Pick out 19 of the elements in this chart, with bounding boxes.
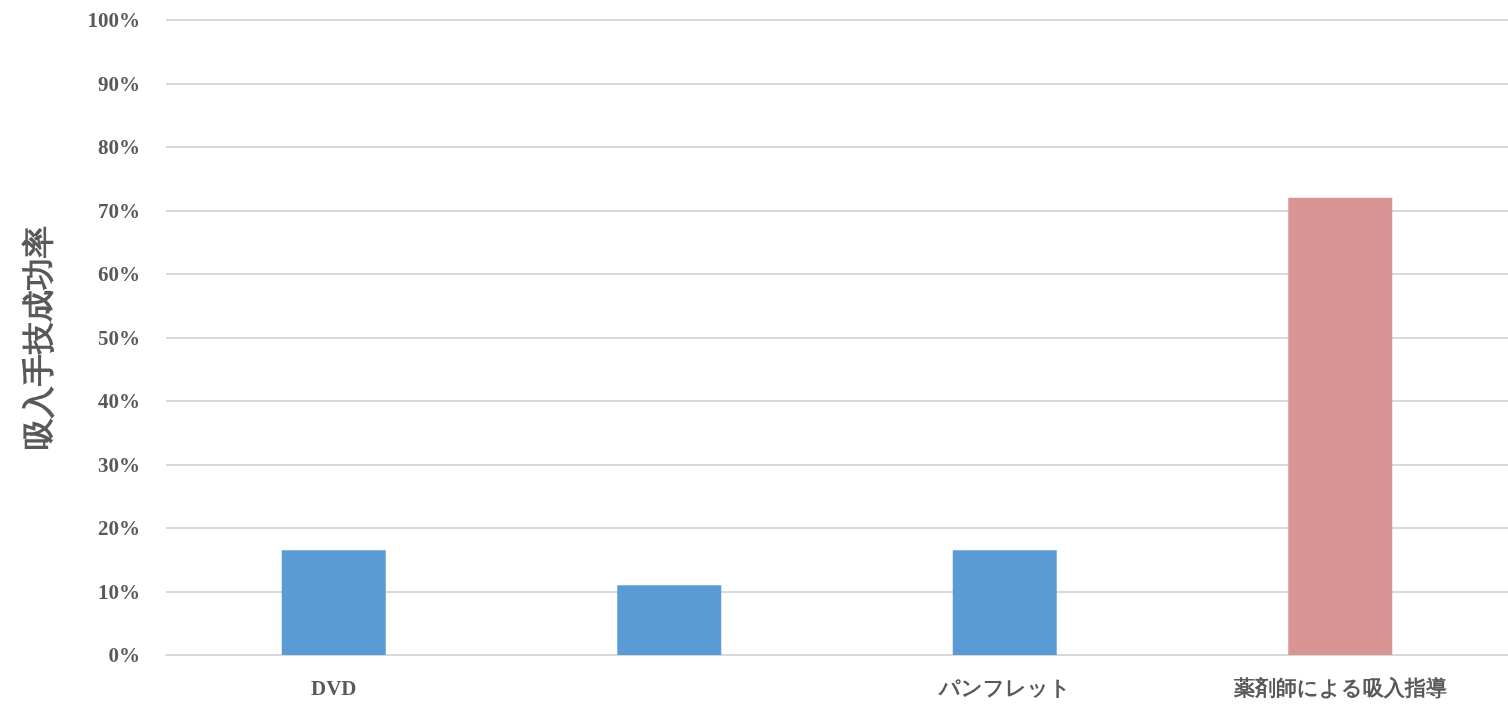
y-tick-label: 90%	[98, 71, 140, 96]
y-tick-label: 0%	[108, 643, 140, 667]
y-tick-label: 50%	[98, 325, 140, 350]
y-tick-label: 60%	[98, 262, 140, 286]
bar	[617, 585, 722, 655]
y-tick-label: 80%	[98, 135, 140, 159]
x-tick-label: 薬剤師による吸入指導	[1232, 675, 1447, 700]
bar	[281, 550, 386, 655]
y-tick-label: 10%	[98, 579, 140, 604]
x-tick-label: DVD	[311, 675, 357, 700]
y-tick-label: 100%	[87, 8, 140, 32]
y-tick-label: 20%	[98, 516, 140, 540]
y-axis-title: 吸入手技成功率	[20, 225, 56, 450]
bar	[1288, 197, 1393, 655]
y-tick-label: 40%	[98, 389, 140, 413]
y-tick-label: 30%	[98, 452, 140, 477]
x-tick-label: パンフレット	[937, 675, 1071, 700]
bar	[952, 550, 1057, 655]
y-tick-label: 70%	[98, 198, 140, 223]
